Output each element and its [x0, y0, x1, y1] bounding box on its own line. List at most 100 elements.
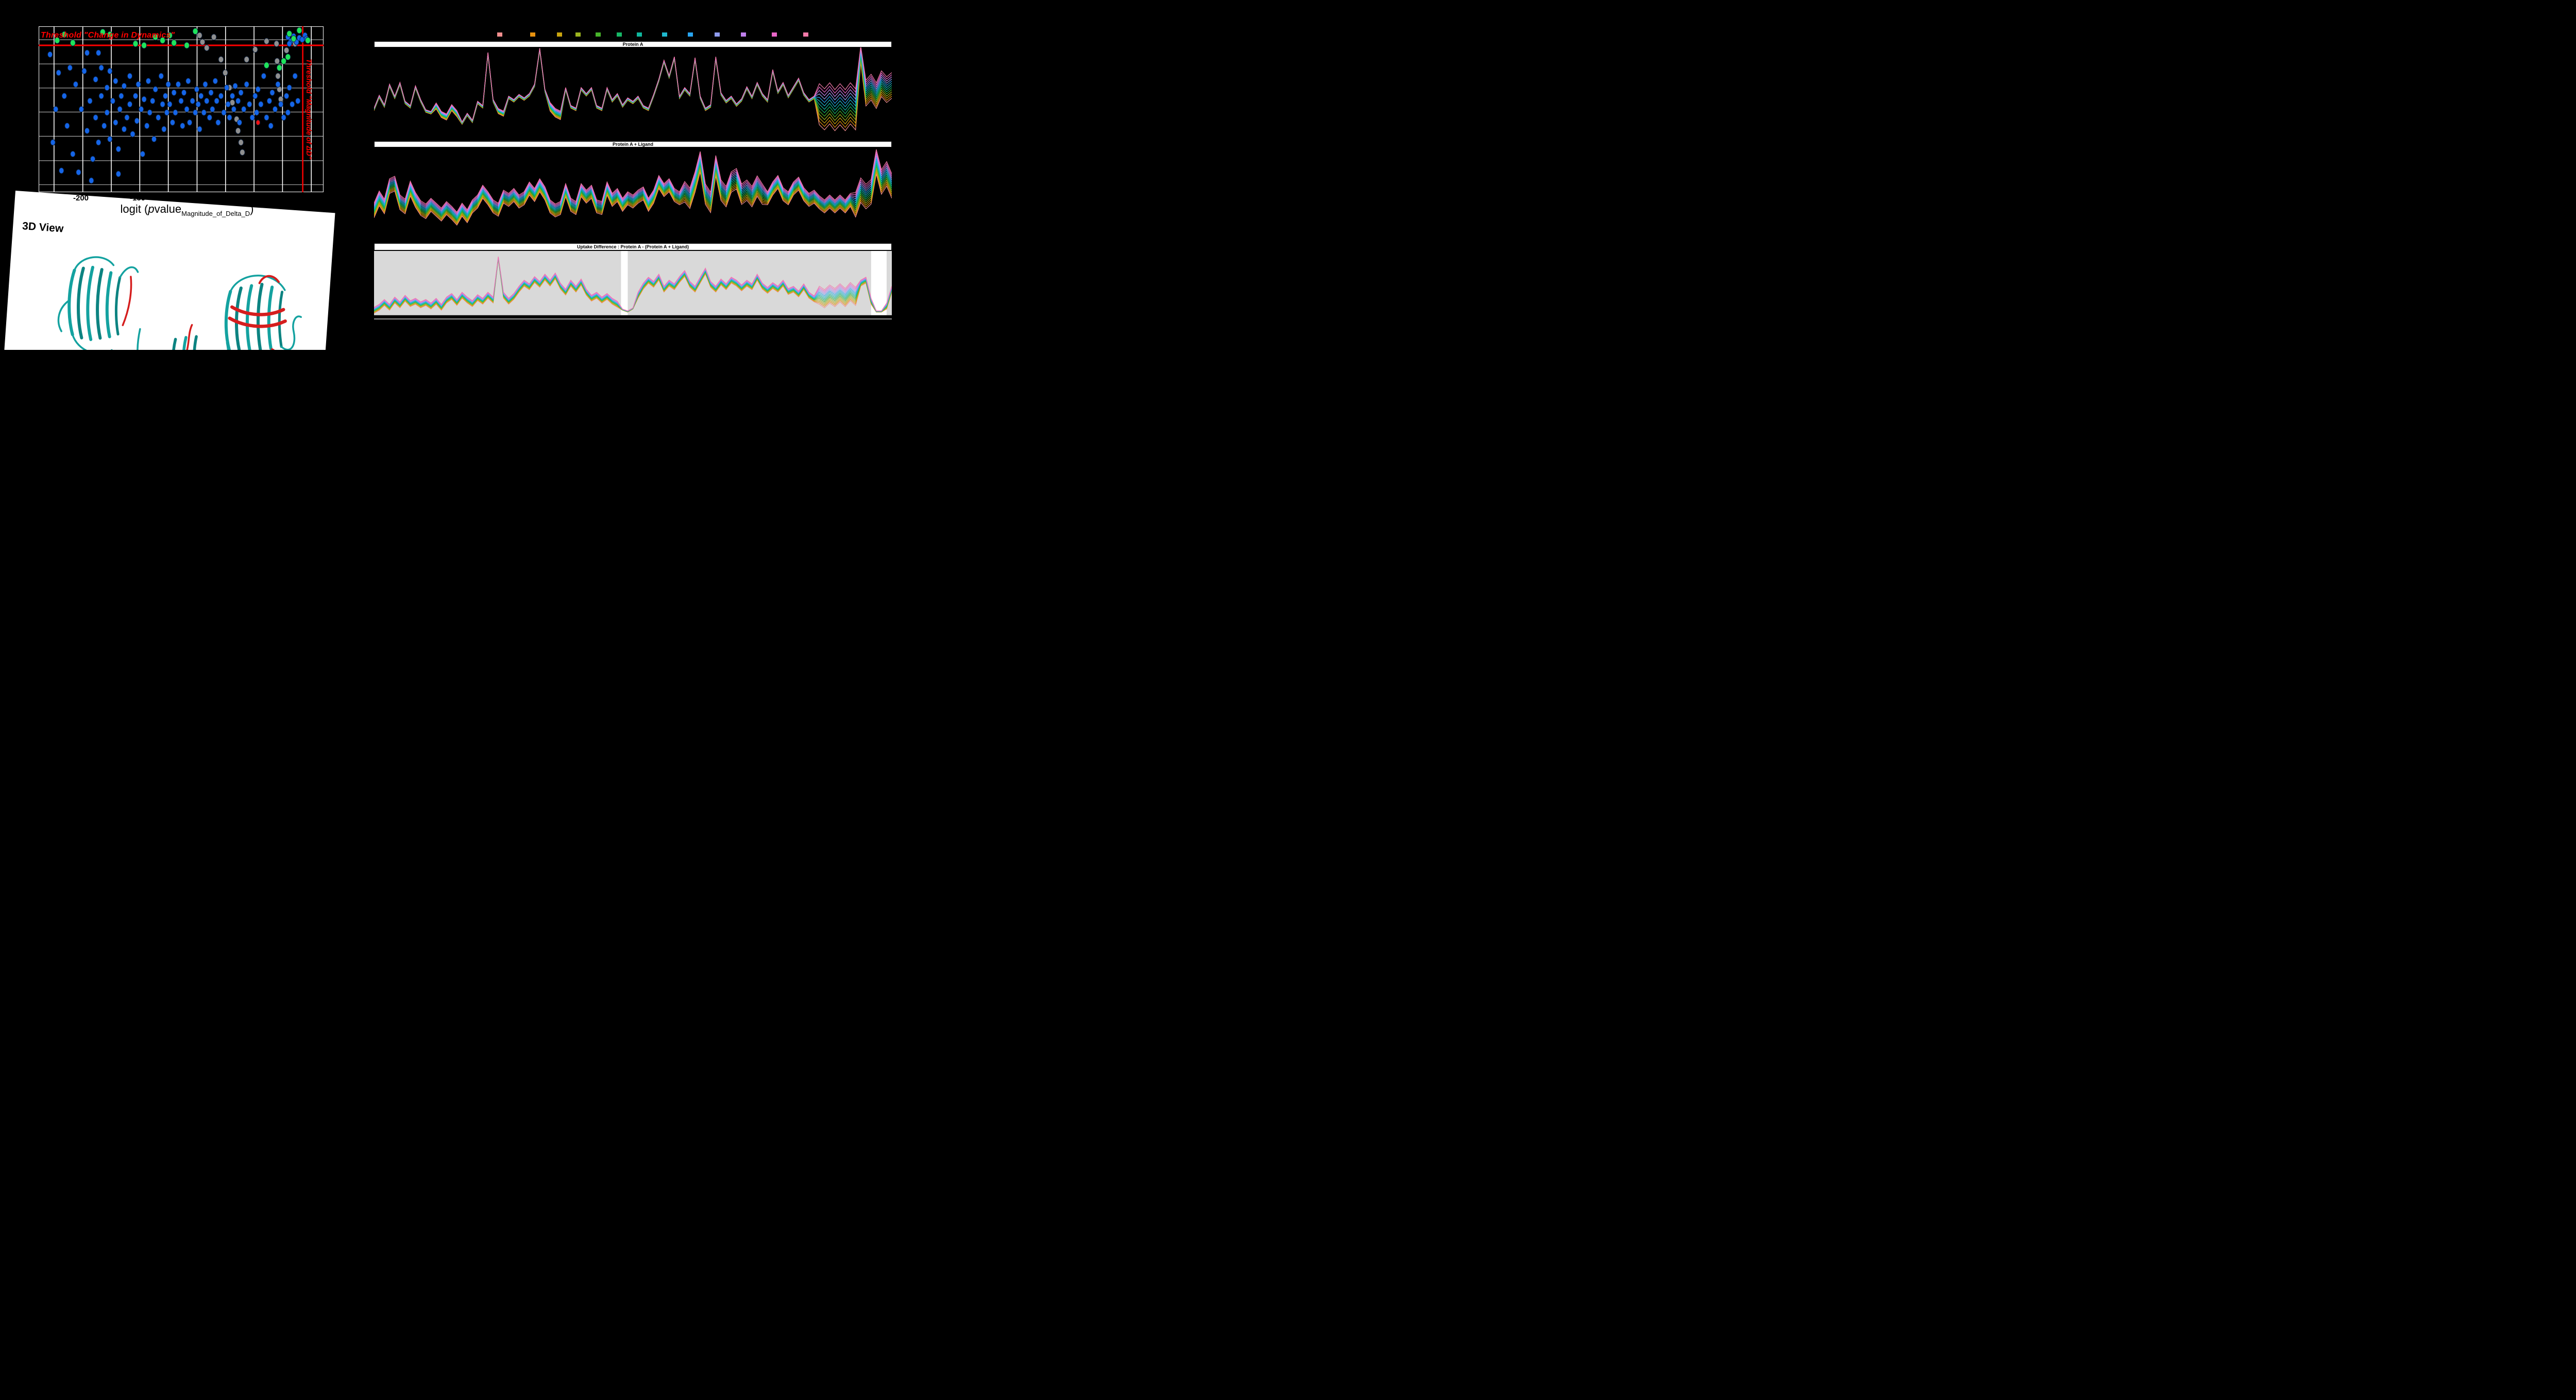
volcano-point-blue[interactable] — [201, 109, 207, 116]
volcano-point-blue[interactable] — [178, 97, 184, 104]
volcano-point-blue[interactable] — [156, 114, 161, 121]
volcano-point-gray[interactable] — [197, 32, 202, 39]
volcano-point-blue[interactable] — [93, 114, 98, 121]
volcano-point-gray[interactable] — [274, 40, 280, 47]
volcano-point-blue[interactable] — [141, 96, 147, 103]
volcano-point-blue[interactable] — [135, 81, 141, 88]
volcano-point-blue[interactable] — [121, 126, 127, 132]
volcano-point-blue[interactable] — [227, 114, 232, 121]
volcano-point-green[interactable] — [276, 64, 282, 71]
volcano-point-blue[interactable] — [84, 49, 90, 56]
volcano-point-blue[interactable] — [163, 93, 168, 99]
volcano-point-blue[interactable] — [67, 64, 73, 71]
volcano-point-blue[interactable] — [56, 70, 61, 76]
volcano-point-blue[interactable] — [101, 123, 107, 129]
volcano-point-blue[interactable] — [284, 93, 290, 99]
volcano-point-blue[interactable] — [193, 109, 198, 116]
volcano-point-blue[interactable] — [130, 131, 135, 138]
volcano-point-gray[interactable] — [252, 46, 258, 53]
volcano-point-blue[interactable] — [195, 101, 201, 108]
legend-swatch[interactable] — [662, 32, 667, 37]
volcano-point-green[interactable] — [171, 39, 177, 46]
volcano-point-blue[interactable] — [295, 97, 301, 104]
volcano-point-blue[interactable] — [202, 81, 208, 88]
volcano-point-green[interactable] — [281, 58, 287, 65]
volcano-point-green[interactable] — [296, 27, 302, 34]
volcano-point-blue[interactable] — [117, 106, 123, 113]
volcano-point-blue[interactable] — [258, 101, 264, 108]
volcano-point-blue[interactable] — [268, 123, 274, 129]
volcano-point-gray[interactable] — [244, 56, 249, 63]
volcano-point-green[interactable] — [184, 42, 190, 49]
volcano-point-blue[interactable] — [96, 49, 101, 56]
volcano-point-blue[interactable] — [61, 93, 67, 99]
volcano-point-blue[interactable] — [252, 93, 258, 99]
volcano-point-blue[interactable] — [84, 127, 90, 134]
legend-swatch[interactable] — [556, 32, 562, 37]
volcano-point-gray[interactable] — [211, 33, 217, 41]
volcano-point-blue[interactable] — [124, 114, 130, 121]
volcano-point-blue[interactable] — [139, 106, 144, 113]
volcano-point-green[interactable] — [305, 37, 311, 44]
volcano-point-blue[interactable] — [236, 119, 242, 126]
volcano-point-blue[interactable] — [198, 93, 204, 99]
volcano-point-gray[interactable] — [235, 127, 241, 134]
volcano-point-blue[interactable] — [50, 139, 56, 146]
volcano-point-blue[interactable] — [231, 106, 236, 113]
volcano-point-blue[interactable] — [90, 156, 96, 162]
volcano-point-blue[interactable] — [151, 136, 157, 143]
volcano-point-blue[interactable] — [207, 114, 212, 121]
volcano-point-blue[interactable] — [173, 109, 178, 116]
volcano-point-green[interactable] — [99, 28, 106, 36]
volcano-point-blue[interactable] — [290, 101, 295, 108]
volcano-point-blue[interactable] — [255, 86, 261, 93]
volcano-point-blue[interactable] — [286, 85, 292, 91]
volcano-point-blue[interactable] — [76, 169, 81, 176]
volcano-point-blue[interactable] — [167, 101, 173, 108]
volcano-point-blue[interactable] — [185, 78, 191, 85]
volcano-point-blue[interactable] — [285, 109, 291, 116]
volcano-point-blue[interactable] — [249, 114, 255, 121]
volcano-point-blue[interactable] — [261, 73, 266, 79]
volcano-point-blue[interactable] — [221, 109, 227, 116]
volcano-point-green[interactable] — [263, 62, 269, 69]
volcano-point-blue[interactable] — [107, 136, 113, 143]
volcano-point-blue[interactable] — [181, 89, 187, 96]
volcano-point-blue[interactable] — [165, 81, 171, 88]
volcano-point-gray[interactable] — [240, 149, 245, 156]
volcano-point-green[interactable] — [291, 35, 297, 42]
volcano-point-green[interactable] — [141, 42, 147, 49]
volcano-point-blue[interactable] — [232, 82, 238, 89]
volcano-point-gray[interactable] — [274, 58, 280, 64]
volcano-point-blue[interactable] — [87, 97, 93, 104]
volcano-point-green[interactable] — [152, 33, 159, 41]
volcano-point-blue[interactable] — [184, 106, 190, 113]
legend-swatch[interactable] — [530, 32, 535, 37]
volcano-point-blue[interactable] — [118, 93, 124, 99]
volcano-point-blue[interactable] — [81, 68, 87, 74]
volcano-point-gray[interactable] — [283, 47, 290, 54]
volcano-point-blue[interactable] — [281, 114, 286, 121]
legend-swatch[interactable] — [771, 32, 777, 37]
volcano-point-blue[interactable] — [204, 97, 210, 104]
volcano-point-blue[interactable] — [278, 101, 284, 108]
volcano-point-blue[interactable] — [212, 78, 218, 85]
volcano-point-blue[interactable] — [247, 101, 252, 108]
volcano-point-blue[interactable] — [215, 119, 221, 126]
volcano-point-blue[interactable] — [238, 89, 244, 96]
volcano-point-blue[interactable] — [225, 101, 231, 108]
legend-swatch[interactable] — [575, 32, 581, 37]
volcano-point-green[interactable] — [54, 37, 60, 44]
volcano-point-blue[interactable] — [292, 73, 298, 79]
volcano-point-blue[interactable] — [175, 81, 181, 88]
volcano-point-blue[interactable] — [107, 68, 113, 74]
volcano-point-blue[interactable] — [187, 119, 193, 126]
volcano-point-blue[interactable] — [59, 167, 64, 174]
volcano-point-gray[interactable] — [218, 56, 224, 63]
volcano-point-blue[interactable] — [264, 114, 269, 121]
volcano-point-blue[interactable] — [160, 101, 165, 108]
volcano-point-blue[interactable] — [180, 123, 185, 129]
volcano-point-blue[interactable] — [104, 85, 110, 91]
volcano-point-blue[interactable] — [134, 117, 140, 124]
volcano-point-blue[interactable] — [113, 78, 118, 85]
